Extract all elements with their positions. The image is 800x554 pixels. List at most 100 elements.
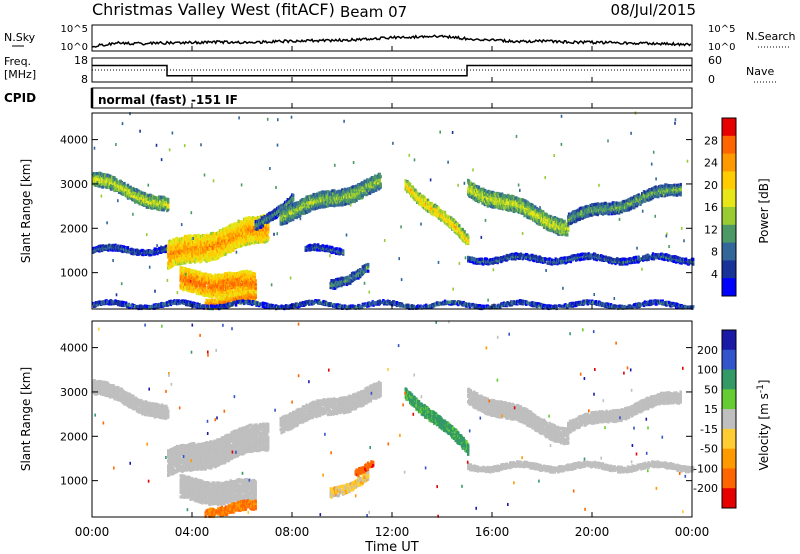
- echo-cell: [189, 282, 192, 287]
- echo-cell: [254, 282, 257, 286]
- echo-cell: [192, 269, 195, 273]
- echo-cell: [250, 240, 254, 245]
- echo-cell: [231, 230, 234, 234]
- echo-cell: [249, 216, 252, 220]
- echo-cell: [92, 246, 96, 250]
- echo-cell: [242, 226, 246, 230]
- echo-cell: [207, 256, 210, 261]
- echo-cell: [253, 272, 256, 276]
- echo-cell: [184, 240, 187, 244]
- noise-left-tick-bottom: 10^0: [61, 42, 88, 53]
- echo-cell: [226, 231, 230, 235]
- echo-cell: [208, 239, 211, 243]
- echo-cell: [146, 199, 149, 203]
- freq-right-label: Nave: [746, 65, 774, 78]
- echo-cell: [148, 202, 151, 206]
- echo-cell: [178, 251, 181, 255]
- echo-cell: [205, 254, 208, 258]
- echo-cell: [196, 258, 199, 262]
- echo-cell: [156, 198, 159, 202]
- echo-cell: [145, 201, 148, 205]
- echo-cell: [259, 240, 263, 244]
- echo-cell: [231, 243, 234, 247]
- echo-cell: [175, 245, 178, 249]
- echo-cell: [183, 245, 186, 250]
- echo-cell: [367, 262, 370, 267]
- echo-cell: [201, 290, 205, 295]
- echo-cell: [122, 245, 125, 249]
- echo-cell: [131, 189, 134, 193]
- echo-cell: [200, 271, 203, 275]
- echo-cell: [196, 275, 199, 279]
- echo-cell: [219, 254, 223, 258]
- echo-cell: [182, 271, 185, 275]
- echo-cell: [121, 185, 124, 189]
- echo-cell: [267, 235, 270, 240]
- echo-cell: [188, 268, 191, 272]
- echo-cell: [218, 249, 222, 253]
- echo-cell: [123, 181, 126, 186]
- echo-cell: [195, 272, 198, 277]
- echo-cell: [232, 248, 235, 252]
- echo-cell: [229, 250, 232, 254]
- freq-right-tick-top: 60: [708, 54, 722, 67]
- echo-cell: [160, 208, 164, 212]
- echo-cell: [188, 252, 191, 256]
- echo-cell: [187, 234, 190, 238]
- echo-cell: [225, 239, 229, 243]
- echo-cell: [203, 250, 206, 254]
- echo-cell: [342, 249, 345, 253]
- echo-cell: [97, 182, 100, 186]
- echo-cell: [228, 235, 231, 239]
- echo-cell: [375, 188, 378, 192]
- echo-cell: [167, 207, 170, 211]
- noise-right-label: N.Search: [746, 30, 796, 43]
- echo-cell: [156, 252, 159, 256]
- echo-cell: [207, 273, 210, 277]
- echo-cell: [169, 256, 173, 260]
- echo-cell: [142, 253, 145, 257]
- echo-cell: [225, 245, 228, 249]
- echo-cell: [133, 198, 136, 202]
- freq-left-tick-bottom: 8: [81, 73, 88, 86]
- echo-cell: [212, 233, 215, 237]
- echo-cell: [129, 185, 132, 189]
- echo-cell: [250, 221, 254, 225]
- echo-cell: [379, 182, 382, 186]
- echo-cell: [218, 251, 222, 255]
- echo-cell: [183, 256, 186, 260]
- echo-cell: [379, 175, 382, 179]
- echo-cell: [182, 250, 185, 254]
- freq-left-label-2: [MHz]: [4, 68, 36, 81]
- echo-cell: [139, 251, 142, 255]
- echo-cell: [292, 193, 295, 197]
- echo-cell: [168, 260, 172, 264]
- echo-cell: [255, 236, 258, 240]
- echo-cell: [142, 250, 146, 254]
- echo-cell: [203, 286, 206, 290]
- echo-cell: [237, 245, 240, 249]
- echo-cell: [192, 256, 196, 260]
- echo-cell: [225, 241, 229, 245]
- echo-cell: [188, 280, 191, 284]
- echo-cell: [113, 176, 116, 180]
- echo-cell: [164, 204, 167, 208]
- echo-cell: [141, 191, 144, 195]
- echo-cell: [109, 184, 113, 188]
- noise-left-label: N.Sky: [4, 31, 36, 44]
- echo-cell: [217, 234, 221, 238]
- echo-cell: [136, 249, 139, 253]
- echo-cell: [263, 233, 266, 237]
- echo-cell: [227, 227, 231, 231]
- echo-cell: [139, 197, 142, 201]
- echo-cell: [261, 224, 264, 228]
- echo-cell: [176, 238, 180, 242]
- echo-cell: [134, 190, 137, 194]
- echo-cell: [184, 256, 188, 260]
- echo-cell: [191, 235, 194, 239]
- freq-left-label-1: Freq.: [4, 55, 31, 68]
- echo-cell: [217, 254, 221, 258]
- cpid-label: CPID: [4, 91, 36, 105]
- echo-cell: [122, 187, 125, 191]
